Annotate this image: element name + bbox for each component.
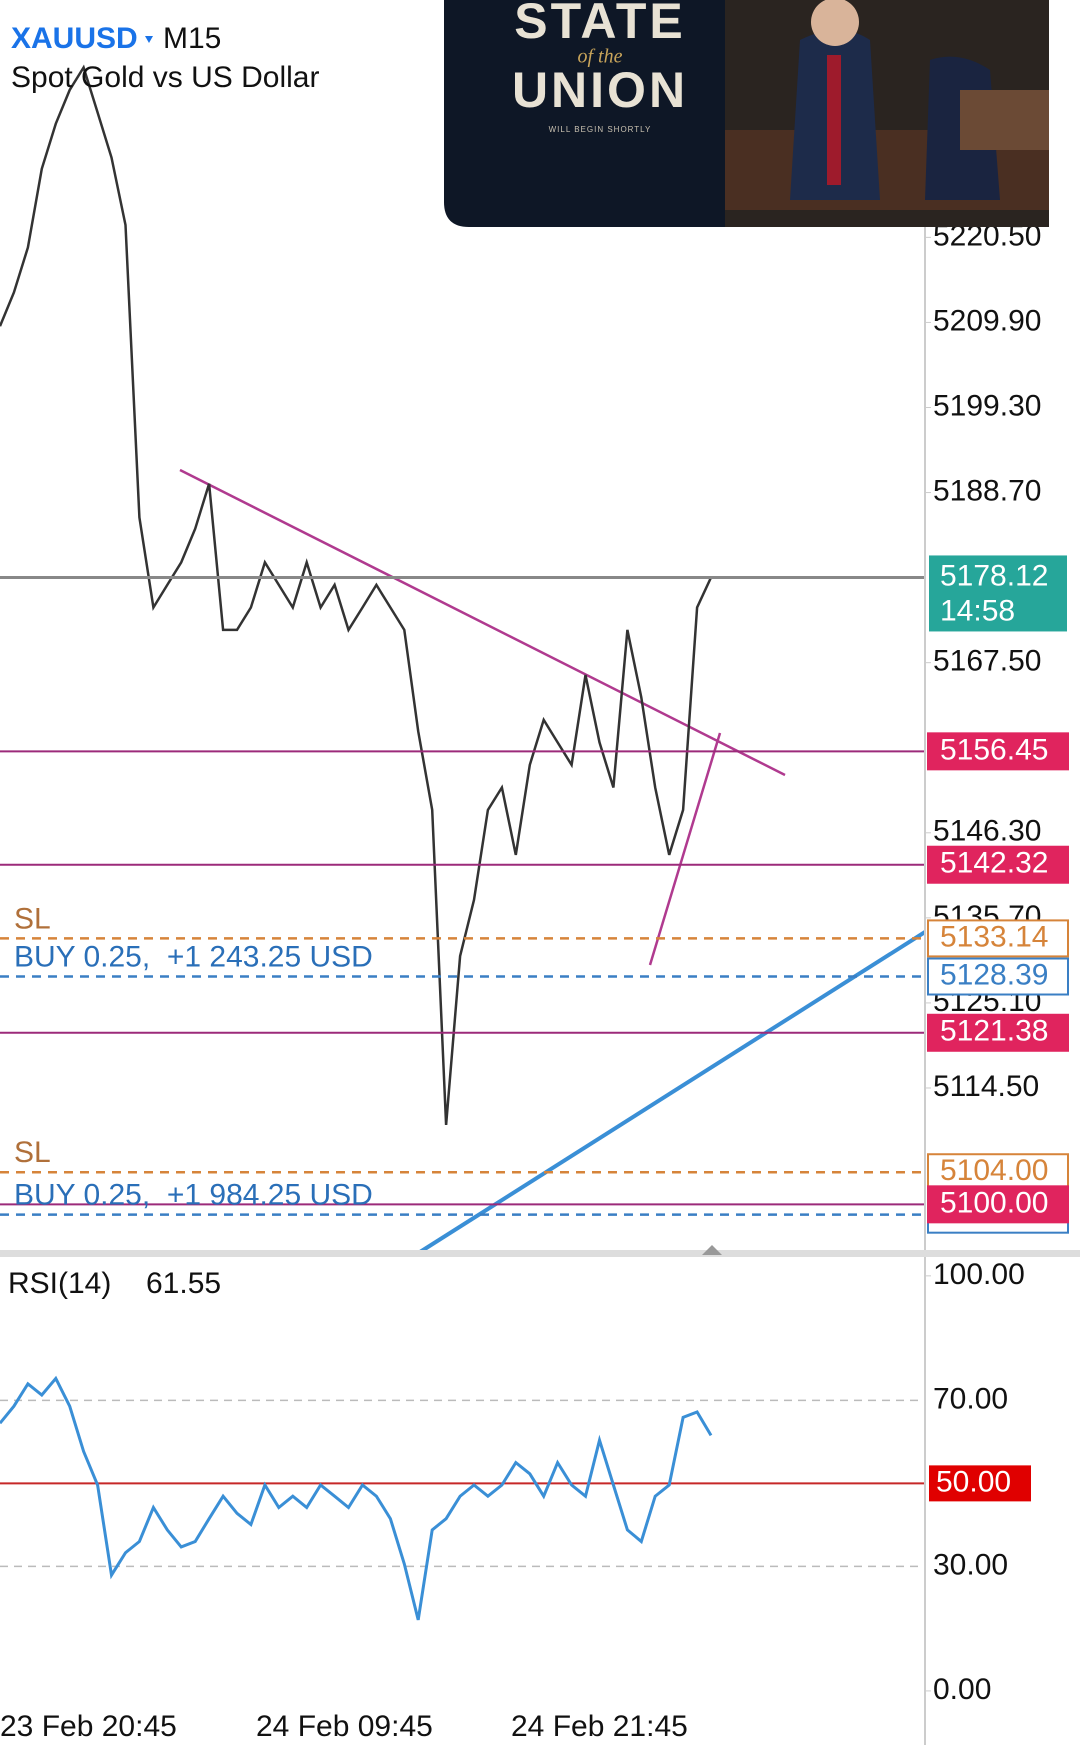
timeframe[interactable]: M15 [163,22,221,55]
y-tick-label: 100.00 [933,1258,1025,1291]
current-price-label: 5178.12 [940,559,1048,592]
price-tag-label: 5100.00 [940,1186,1048,1219]
price-tag [927,1153,1069,1192]
price-tag-label: 5128.39 [940,958,1048,991]
trendline [648,732,722,966]
price-tag [927,919,1069,958]
price-tag-label: 5104.00 [940,1154,1048,1187]
price-tag-label: 5156.45 [940,733,1048,766]
price-tag-label: 5133.14 [940,920,1048,953]
y-tick-label: 5188.70 [933,474,1041,507]
x-tick-label: 23 Feb 20:45 [0,1710,177,1743]
price-tag-label: 5142.32 [940,847,1048,880]
price-tag [927,1185,1069,1224]
order-label: BUY 0.25, +1 243.25 USD [14,940,373,973]
price-tag-label: 5121.38 [940,1015,1048,1048]
banner-title: UNION [512,62,688,118]
rsi-mid-label: 50.00 [936,1465,1011,1498]
y-tick-label: 5146.30 [933,815,1041,848]
panel-separator [0,1250,1080,1257]
y-tick-label: 30.00 [933,1548,1008,1581]
dropdown-icon[interactable] [145,36,153,43]
price-tag [927,957,1069,996]
trendline [179,468,786,777]
y-tick-label: 70.00 [933,1382,1008,1415]
rsi-line [0,1375,713,1621]
countdown: 14:58 [940,594,1015,627]
banner-caption: WILL BEGIN SHORTLY [549,125,652,134]
symbol[interactable]: XAUUSD [11,22,138,55]
banner-title: STATE [514,0,685,49]
description: Spot Gold vs US Dollar [11,61,319,94]
rsi-mid-tag [929,1465,1031,1502]
order-label: SL [14,902,51,935]
price-tag [927,845,1069,884]
y-tick-label: 5209.90 [933,304,1041,337]
collapse-handle[interactable] [702,1245,722,1255]
price-tag [927,732,1069,771]
current-price-tag [929,555,1067,632]
x-tick-label: 24 Feb 09:45 [256,1710,433,1743]
order-label: SL [14,1136,51,1169]
banner-subtitle: of the [578,46,623,68]
x-tick-label: 24 Feb 21:45 [511,1710,688,1743]
y-tick-label: 5114.50 [933,1070,1039,1103]
y-tick-label: 0.00 [933,1673,991,1706]
rsi-name: RSI(14) [8,1267,111,1300]
rsi-value: 61.55 [146,1267,221,1300]
trendline [418,930,927,1254]
header: XAUUSD M15 Spot Gold vs US Dollar [11,22,319,94]
price-tag [927,1013,1069,1052]
y-tick-label: 5167.50 [933,645,1041,678]
order-label: BUY 0.25, +1 984.25 USD [14,1179,373,1212]
price-line [0,64,713,1126]
banner[interactable]: STATE of the UNION WILL BEGIN SHORTLY [444,0,1049,227]
y-tick-label: 5199.30 [933,389,1041,422]
price-chart: 5220.505209.905199.305188.705167.505146.… [0,64,1069,1743]
